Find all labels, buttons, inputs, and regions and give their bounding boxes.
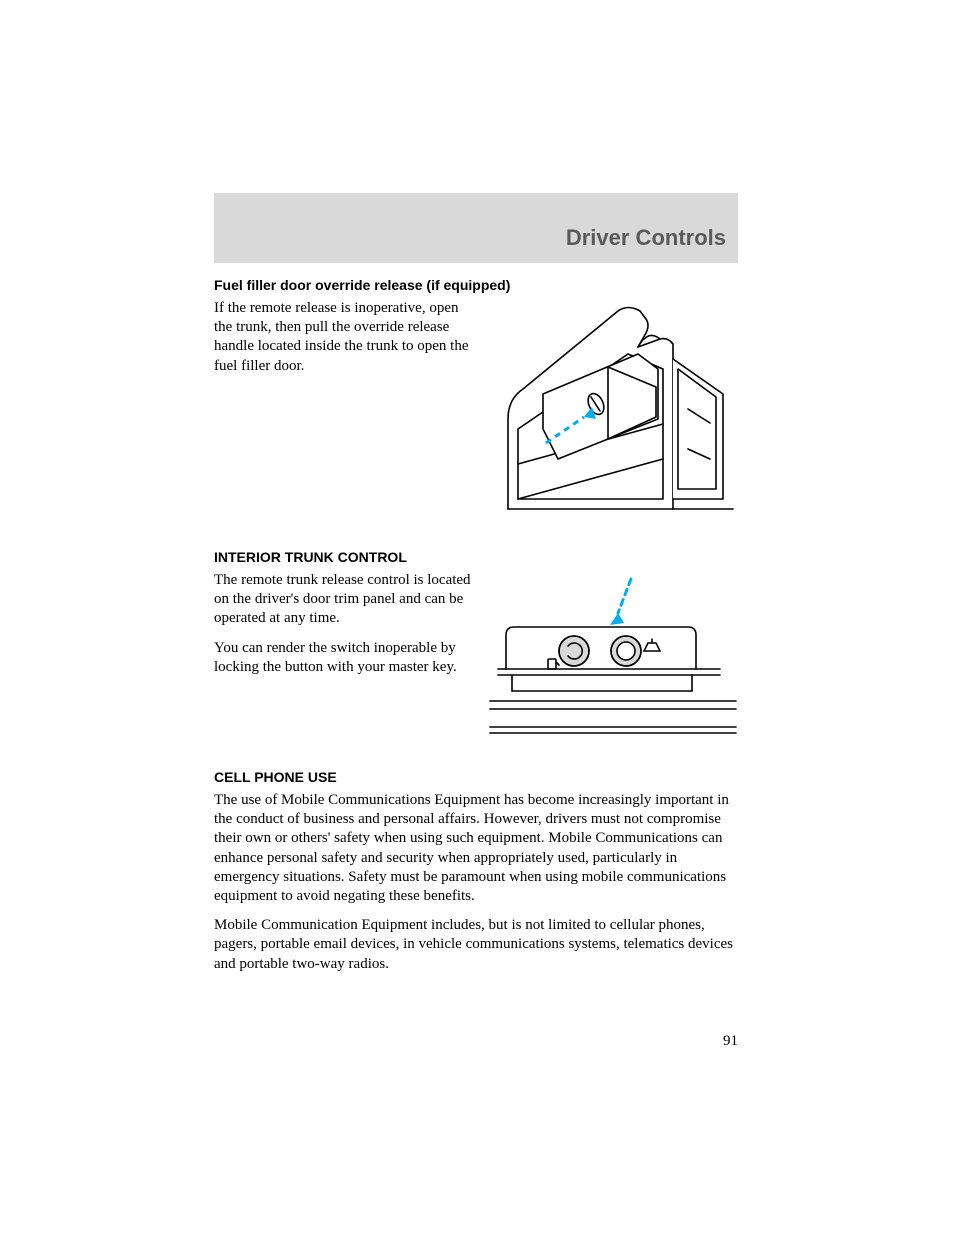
button-panel-figure-col <box>488 571 738 741</box>
button-panel-figure <box>488 571 738 741</box>
document-page: Driver Controls Fuel filler door overrid… <box>214 193 738 984</box>
cell-phone-heading: CELL PHONE USE <box>214 769 738 785</box>
fuel-filler-subheading: Fuel filler door override release (if eq… <box>214 277 738 293</box>
trunk-diagram-figure <box>488 299 738 529</box>
fuel-filler-row: If the remote release is inoperative, op… <box>214 299 738 529</box>
interior-trunk-text-col: The remote trunk release control is loca… <box>214 571 472 741</box>
page-number: 91 <box>723 1033 738 1050</box>
header-bar: Driver Controls <box>214 193 738 263</box>
fuel-filler-para: If the remote release is inoperative, op… <box>214 299 472 376</box>
page-title: Driver Controls <box>566 225 726 251</box>
cell-phone-para2: Mobile Communication Equipment includes,… <box>214 916 738 974</box>
panel-arrow-icon <box>610 579 631 625</box>
interior-trunk-para1: The remote trunk release control is loca… <box>214 571 472 629</box>
cell-phone-para1: The use of Mobile Communications Equipme… <box>214 791 738 906</box>
fuel-filler-text-col: If the remote release is inoperative, op… <box>214 299 472 529</box>
fuel-filler-figure-col <box>488 299 738 529</box>
interior-trunk-row: The remote trunk release control is loca… <box>214 571 738 741</box>
interior-trunk-para2: You can render the switch inoperable by … <box>214 639 472 677</box>
interior-trunk-heading: INTERIOR TRUNK CONTROL <box>214 549 738 565</box>
